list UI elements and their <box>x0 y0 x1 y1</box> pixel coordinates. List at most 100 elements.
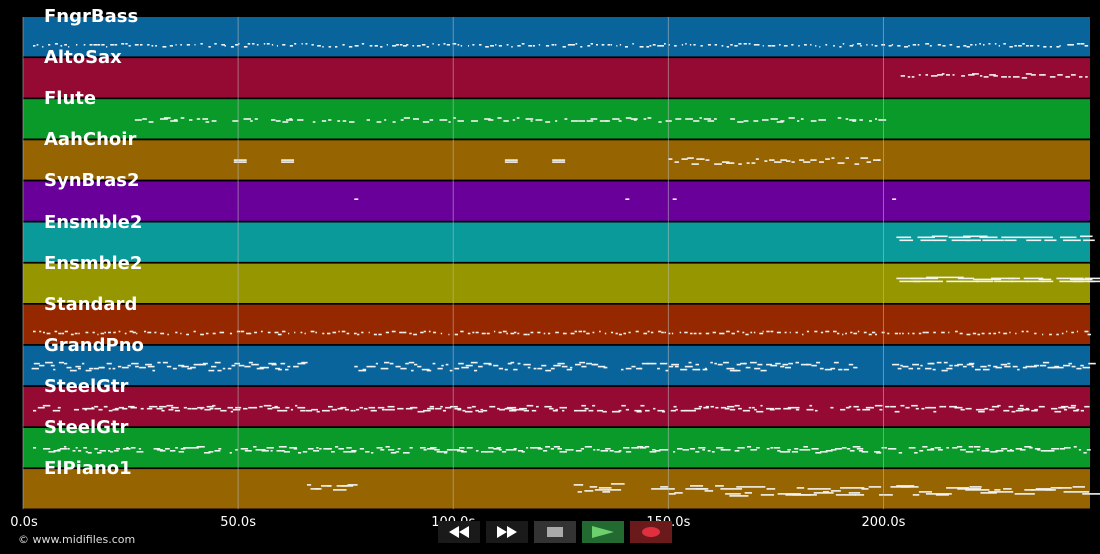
note <box>310 330 315 333</box>
note <box>809 404 813 407</box>
note <box>845 157 850 159</box>
note <box>975 408 984 411</box>
note <box>759 332 764 335</box>
note <box>440 451 448 453</box>
note <box>163 117 171 119</box>
note <box>937 44 942 46</box>
note <box>214 361 221 364</box>
note <box>180 44 182 46</box>
note <box>609 450 614 452</box>
note <box>107 450 111 452</box>
note <box>1069 278 1093 281</box>
note <box>1059 448 1066 450</box>
note <box>892 198 897 200</box>
note <box>857 43 862 45</box>
note <box>97 44 101 46</box>
note <box>1030 489 1056 491</box>
note <box>824 368 832 371</box>
note <box>946 280 962 283</box>
note <box>391 330 396 333</box>
note <box>928 406 936 409</box>
note <box>453 117 456 119</box>
note <box>815 45 817 47</box>
note <box>380 367 389 370</box>
note <box>402 452 410 454</box>
note <box>736 330 740 333</box>
note <box>743 362 747 365</box>
note <box>274 405 278 408</box>
play-button[interactable] <box>582 521 624 543</box>
note <box>266 447 274 449</box>
note <box>705 159 710 161</box>
note <box>227 406 234 409</box>
note <box>496 447 502 449</box>
note <box>975 44 977 46</box>
note <box>144 330 147 333</box>
note <box>446 44 450 46</box>
note <box>922 446 928 448</box>
stop-button[interactable] <box>534 521 576 543</box>
note <box>159 450 166 452</box>
note <box>422 409 431 412</box>
note <box>651 488 675 490</box>
note <box>417 410 425 413</box>
note <box>171 406 179 409</box>
note <box>988 332 992 335</box>
note <box>981 408 985 411</box>
note <box>937 449 943 451</box>
note <box>274 331 279 334</box>
note <box>811 364 817 367</box>
note <box>674 45 677 47</box>
note <box>229 332 233 335</box>
note <box>934 239 947 242</box>
note <box>93 44 98 46</box>
note <box>605 448 611 450</box>
fast-forward-button[interactable] <box>486 521 528 543</box>
note <box>175 447 178 449</box>
note <box>190 366 196 369</box>
play-icon <box>592 526 614 538</box>
note <box>196 118 201 120</box>
note <box>118 406 125 409</box>
note <box>866 44 868 46</box>
note <box>1040 450 1047 452</box>
note <box>639 46 644 48</box>
note <box>466 447 473 449</box>
note <box>498 331 502 334</box>
note <box>868 333 872 336</box>
note <box>100 332 105 335</box>
note <box>691 409 696 412</box>
note <box>658 330 662 333</box>
note <box>641 362 650 365</box>
note <box>243 46 248 48</box>
note <box>980 365 987 368</box>
note <box>912 44 917 46</box>
note <box>275 120 281 122</box>
note <box>596 449 600 451</box>
note <box>941 331 945 334</box>
note <box>1054 410 1062 413</box>
rewind-button[interactable] <box>438 521 480 543</box>
note <box>169 450 176 452</box>
note <box>991 405 999 408</box>
note <box>890 405 896 408</box>
note <box>985 448 989 450</box>
note <box>1059 280 1084 283</box>
note <box>128 405 135 408</box>
note <box>679 331 682 334</box>
note <box>33 447 37 449</box>
note <box>902 365 909 368</box>
record-button[interactable] <box>630 521 672 543</box>
note <box>541 364 547 367</box>
note <box>240 330 245 333</box>
note <box>734 45 738 47</box>
note <box>235 449 238 451</box>
note <box>136 451 144 453</box>
note <box>311 44 314 46</box>
note <box>570 449 574 451</box>
fast-forward-icon <box>497 526 517 538</box>
note <box>742 409 750 412</box>
note <box>74 332 78 335</box>
note <box>676 448 683 450</box>
